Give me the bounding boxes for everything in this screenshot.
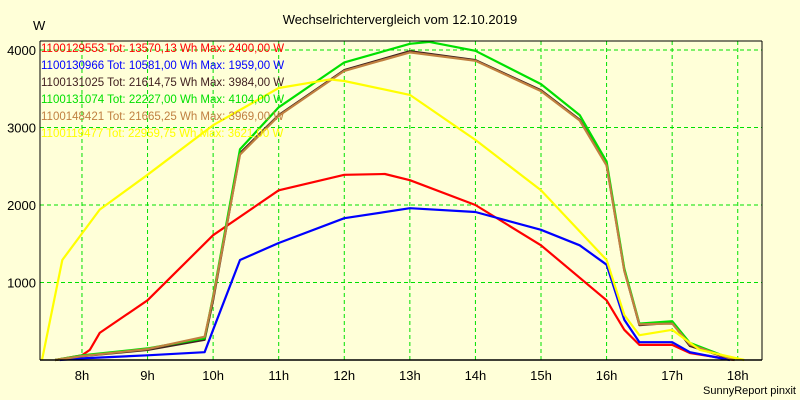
series-line — [54, 51, 735, 362]
chart-title: Wechselrichtervergleich vom 12.10.2019 — [283, 12, 518, 27]
legend-entry: 1100129553 Tot: 13570,13 Wh Max: 2400,00… — [41, 43, 284, 55]
y-tick-label: 3000 — [7, 120, 36, 135]
legend-entry: 1100131074 Tot: 22227,00 Wh Max: 4104,00… — [41, 94, 284, 106]
plot-area — [40, 41, 762, 360]
x-tick-label: 14h — [465, 368, 487, 383]
series-line — [59, 207, 731, 362]
y-tick-label: 4000 — [7, 43, 36, 58]
x-tick-label: 18h — [727, 368, 749, 383]
x-tick-label: 10h — [202, 368, 224, 383]
series-line — [40, 78, 745, 362]
y-tick-label: 2000 — [7, 198, 36, 213]
x-tick-label: 12h — [333, 368, 355, 383]
y-axis-label: W — [33, 18, 46, 33]
series-line — [54, 172, 735, 362]
y-tick-label: 1000 — [7, 275, 36, 290]
legend-entry: 1100130966 Tot: 10581,00 Wh Max: 1959,00… — [41, 60, 284, 72]
legend-entry: 1100119477 Tot: 22959,75 Wh Max: 3621,00… — [41, 128, 283, 140]
legend-entry: 1100131025 Tot: 21614,75 Wh Max: 3984,00… — [41, 77, 284, 89]
x-tick-label: 11h — [268, 368, 289, 383]
footer-credit: SunnyReport pinxit — [703, 385, 796, 397]
x-tick-label: 16h — [596, 368, 618, 383]
legend-entry: 1100148421 Tot: 21665,25 Wh Max: 3969,00… — [41, 111, 284, 123]
x-tick-label: 15h — [530, 368, 552, 383]
x-tick-label: 13h — [399, 368, 421, 383]
x-tick-label: 8h — [75, 368, 89, 383]
x-tick-label: 9h — [140, 368, 154, 383]
x-tick-label: 17h — [661, 368, 683, 383]
